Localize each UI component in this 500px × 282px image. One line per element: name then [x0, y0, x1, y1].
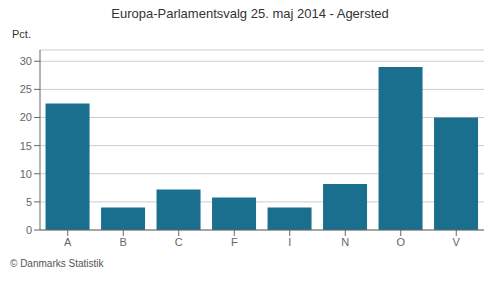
html-text:© Danmarks Statistik: © Danmarks Statistik	[10, 258, 104, 269]
svg-text:25: 25	[20, 83, 32, 95]
svg-text:B: B	[120, 236, 127, 248]
svg-text:I: I	[288, 236, 291, 248]
svg-text:A: A	[64, 236, 72, 248]
html-text:Pct.: Pct.	[12, 28, 31, 40]
svg-text:V: V	[453, 236, 461, 248]
svg-text:15: 15	[20, 140, 32, 152]
svg-text:F: F	[231, 236, 238, 248]
svg-text:N: N	[341, 236, 349, 248]
svg-text:O: O	[396, 236, 405, 248]
svg-text:10: 10	[20, 168, 32, 180]
svg-text:30: 30	[20, 55, 32, 67]
svg-text:0: 0	[26, 224, 32, 236]
svg-text:5: 5	[26, 196, 32, 208]
svg-text:20: 20	[20, 111, 32, 123]
svg-text:C: C	[175, 236, 183, 248]
html-text:Europa-Parlamentsvalg 25. maj: Europa-Parlamentsvalg 25. maj 2014 - Age…	[111, 6, 389, 21]
